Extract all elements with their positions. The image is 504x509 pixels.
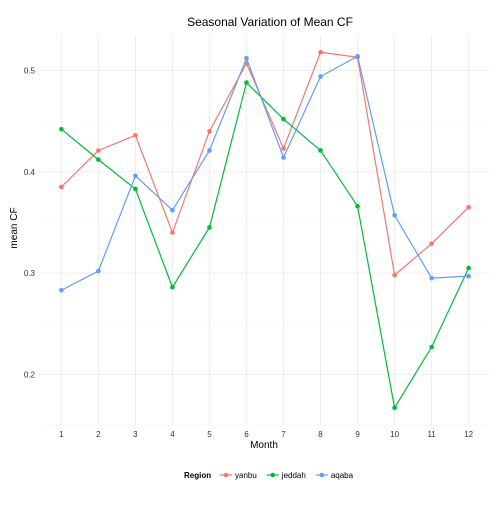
legend-label: aqaba xyxy=(331,471,354,480)
x-tick-label: 7 xyxy=(281,430,286,439)
data-point-yanbu xyxy=(318,49,323,55)
legend-title: Region xyxy=(184,471,211,480)
y-tick-label: 0.4 xyxy=(24,168,36,177)
series-aqaba xyxy=(59,53,471,293)
x-tick-label: 1 xyxy=(59,430,64,439)
data-point-yanbu xyxy=(133,132,138,138)
x-tick-label: 12 xyxy=(464,430,473,439)
legend-key-point xyxy=(319,472,325,478)
x-tick-label: 11 xyxy=(427,430,436,439)
chart-title: Seasonal Variation of Mean CF xyxy=(187,15,353,29)
y-tick-label: 0.2 xyxy=(24,370,36,379)
data-point-jeddah xyxy=(281,116,286,122)
data-point-aqaba xyxy=(392,213,397,218)
data-point-yanbu xyxy=(466,204,471,210)
data-point-aqaba xyxy=(59,287,64,293)
data-point-jeddah xyxy=(355,203,360,209)
data-point-jeddah xyxy=(244,80,249,85)
data-point-jeddah xyxy=(133,186,138,192)
data-point-jeddah xyxy=(392,405,397,411)
data-point-jeddah xyxy=(466,265,471,271)
data-point-yanbu xyxy=(59,184,64,190)
x-tick-label: 4 xyxy=(170,430,175,439)
data-point-aqaba xyxy=(170,207,175,213)
data-point-aqaba xyxy=(429,275,434,281)
legend-label: jeddah xyxy=(281,471,306,480)
axis-ticks: 1 2 3 4 5 6 7 8 9 10 11 120.20.30.40.5 xyxy=(24,66,474,439)
legend: Region yanbu jeddah aqaba xyxy=(184,471,354,480)
data-point-yanbu xyxy=(207,128,212,134)
series-line-jeddah xyxy=(60,81,470,410)
data-point-jeddah xyxy=(207,225,212,230)
data-point-jeddah xyxy=(96,157,101,162)
data-point-aqaba xyxy=(355,53,360,59)
series-yanbu xyxy=(59,49,471,278)
series-group xyxy=(59,49,471,411)
legend-label: yanbu xyxy=(235,471,257,480)
x-tick-label: 6 xyxy=(244,430,249,439)
x-axis-title: Month xyxy=(250,440,278,451)
x-tick-label: 9 xyxy=(355,430,360,439)
data-point-aqaba xyxy=(244,55,249,61)
y-tick-label: 0.3 xyxy=(24,269,36,278)
y-tick-label: 0.5 xyxy=(24,66,36,75)
x-tick-label: 5 xyxy=(207,430,212,439)
data-point-aqaba xyxy=(133,173,138,179)
x-tick-label: 3 xyxy=(133,430,138,439)
y-axis-title: mean CF xyxy=(9,207,20,248)
legend-item-aqaba: aqaba xyxy=(315,471,354,480)
legend-key-point xyxy=(223,472,229,478)
x-tick-label: 2 xyxy=(96,430,101,439)
series-line-yanbu xyxy=(60,51,470,277)
data-point-yanbu xyxy=(170,230,175,235)
x-tick-label: 8 xyxy=(318,430,323,439)
data-point-aqaba xyxy=(96,268,101,274)
data-point-yanbu xyxy=(281,146,286,151)
data-point-jeddah xyxy=(318,148,323,153)
legend-item-yanbu: yanbu xyxy=(220,471,257,480)
data-point-aqaba xyxy=(466,273,471,279)
legend-item-jeddah: jeddah xyxy=(266,471,306,480)
legend-key-point xyxy=(270,472,276,478)
data-point-yanbu xyxy=(96,148,101,153)
data-point-aqaba xyxy=(207,148,212,153)
data-point-jeddah xyxy=(170,284,175,290)
data-point-yanbu xyxy=(392,272,397,278)
series-jeddah xyxy=(59,80,471,411)
data-point-aqaba xyxy=(281,155,286,160)
data-point-jeddah xyxy=(429,344,434,350)
series-line-aqaba xyxy=(61,55,469,291)
data-point-jeddah xyxy=(59,126,64,132)
data-point-yanbu xyxy=(429,241,434,246)
data-point-aqaba xyxy=(318,74,323,79)
grid xyxy=(41,35,489,426)
x-tick-label: 10 xyxy=(390,430,399,439)
